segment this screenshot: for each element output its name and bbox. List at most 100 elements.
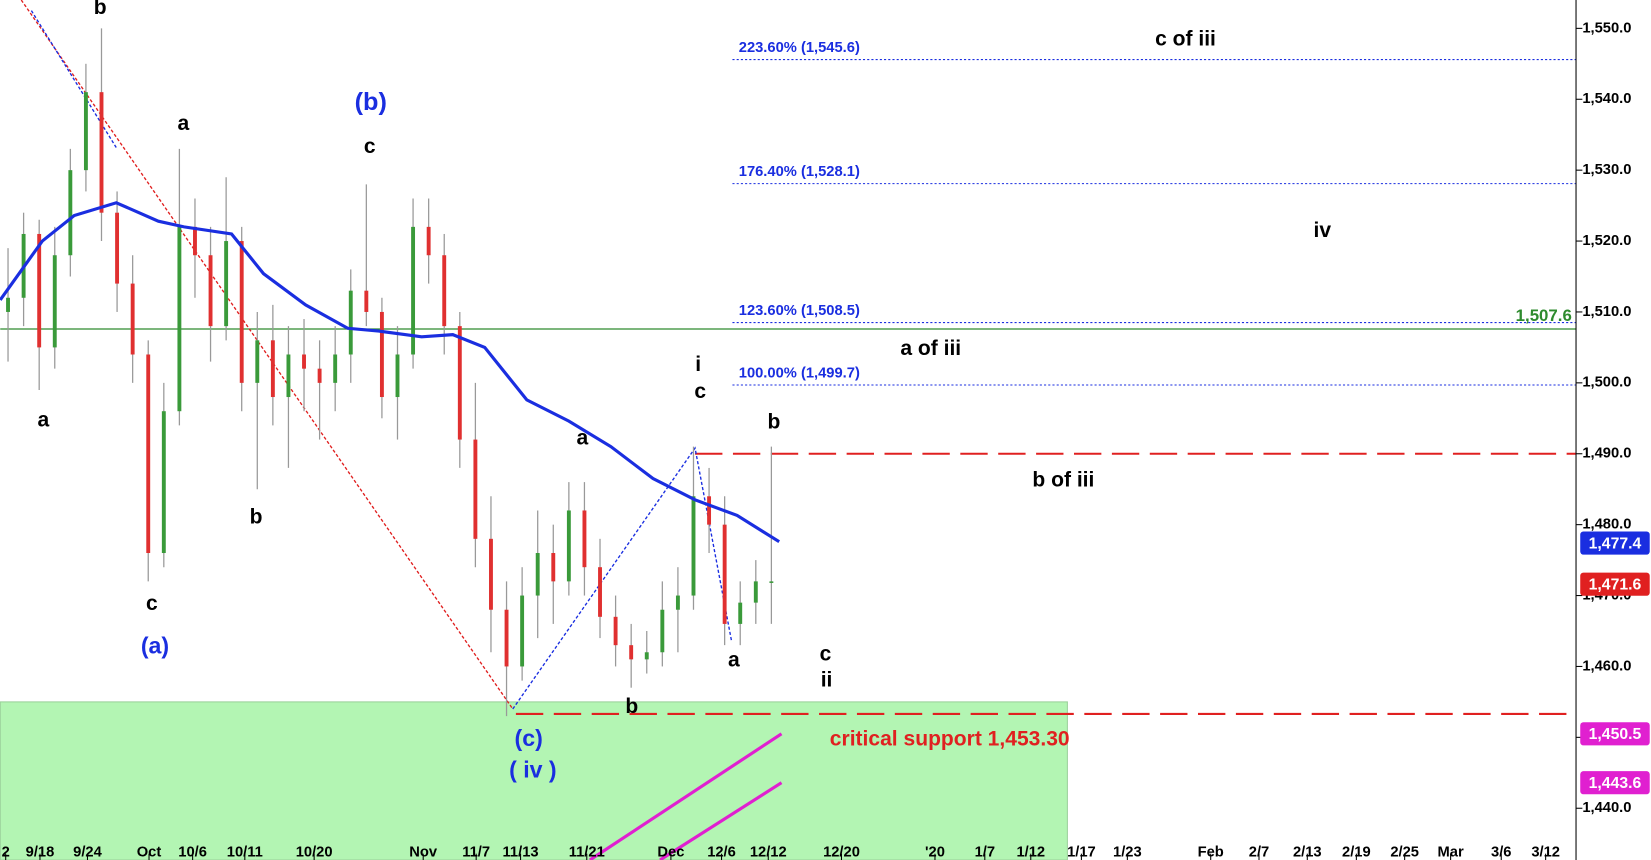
candle-body — [473, 439, 478, 539]
y-tick-label: 1,460.0 — [1582, 658, 1631, 674]
candle-body — [660, 609, 665, 653]
candle-body — [489, 538, 493, 610]
candle-body — [395, 354, 400, 398]
y-tick-label: 1,540.0 — [1582, 91, 1631, 107]
price-tag — [1580, 531, 1650, 555]
annotation: c — [146, 592, 158, 615]
x-tick-label: 3/6 — [1491, 845, 1511, 860]
y-tick-label: 1,500.0 — [1582, 375, 1631, 391]
x-tick-label: 3/12 — [1531, 845, 1560, 860]
x-tick-label: 9/18 — [26, 845, 55, 860]
candle-body — [317, 368, 322, 383]
candle-body — [442, 255, 447, 327]
candle-body — [364, 290, 369, 312]
x-tick-label: Feb — [1198, 845, 1224, 860]
y-tick-label: 1,520.0 — [1582, 233, 1631, 249]
annotation: critical support 1,453.30 — [830, 728, 1070, 751]
price-tag-label: 1,477.4 — [1589, 535, 1642, 552]
candle-body — [255, 340, 260, 383]
x-tick-label: 10/6 — [178, 845, 207, 860]
x-tick-label: 10/11 — [227, 845, 263, 860]
support-zone — [0, 701, 1068, 860]
annotation: (a) — [141, 632, 169, 658]
fib-label: 176.40% (1,528.1) — [739, 164, 860, 180]
candle-body — [37, 233, 42, 348]
candle-body — [83, 92, 88, 171]
candle-body — [68, 170, 73, 256]
moving-average — [0, 201, 781, 544]
y-tick-label: 1,530.0 — [1582, 162, 1631, 178]
candle-body — [582, 510, 587, 568]
candle-body — [629, 645, 634, 660]
candle-body — [613, 616, 618, 646]
candle-body — [691, 496, 696, 596]
x-tick-label: 2/19 — [1342, 845, 1371, 860]
annotation: b — [250, 505, 263, 528]
x-tick-label: Oct — [137, 845, 162, 860]
x-tick-label: 12/20 — [823, 845, 860, 860]
annotation: a — [38, 409, 50, 432]
candle-body — [644, 652, 649, 660]
candle-body — [551, 553, 556, 582]
annotation: a — [728, 649, 740, 672]
x-tick-label: Dec — [657, 845, 684, 860]
x-tick-label: '20 — [925, 845, 945, 860]
candle-body — [115, 212, 120, 284]
candle-body — [302, 354, 306, 369]
annotation: a of iii — [900, 337, 961, 360]
x-tick-label: 11/13 — [503, 845, 539, 860]
channel-line — [589, 732, 783, 860]
candle-body — [426, 226, 431, 256]
y-tick-label: 1,550.0 — [1582, 20, 1631, 36]
annotation: c — [364, 135, 376, 158]
x-tick-label: 11/21 — [569, 845, 605, 860]
fib-label: 123.60% (1,508.5) — [739, 303, 860, 319]
candle-body — [738, 602, 743, 624]
candle-body — [130, 283, 135, 355]
x-tick-label: 12/6 — [707, 845, 736, 860]
candle-body — [504, 609, 509, 667]
candle-body — [566, 510, 571, 582]
x-tick-label: Mar — [1438, 845, 1464, 860]
candle-body — [177, 226, 182, 412]
annotation: ii — [821, 669, 833, 692]
candle-body — [707, 496, 712, 525]
candle-body — [457, 326, 462, 440]
candle-body — [411, 226, 416, 355]
x-tick-label: 2 — [2, 845, 10, 860]
annotation: (c) — [515, 725, 543, 751]
candle-body — [270, 340, 275, 398]
x-tick-label: 2/13 — [1293, 845, 1322, 860]
candle-body — [722, 524, 727, 624]
y-tick-label: 1,510.0 — [1582, 304, 1631, 320]
candle-body — [239, 241, 244, 383]
annotation: ( iv ) — [509, 757, 557, 783]
y-tick-label: 1,440.0 — [1582, 800, 1631, 816]
annotation: c — [820, 642, 832, 665]
candle-body — [379, 311, 384, 398]
x-tick-label: 1/7 — [975, 845, 995, 860]
x-tick-label: 2/7 — [1249, 845, 1269, 860]
annotation: b — [625, 695, 638, 718]
y-tick-label: 1,490.0 — [1582, 446, 1631, 462]
fib-label: 100.00% (1,499.7) — [739, 365, 860, 381]
annotation: c of iii — [1155, 28, 1216, 51]
x-tick-label: 10/20 — [296, 845, 333, 860]
candle-body — [208, 255, 213, 327]
price-tag-label: 1,450.5 — [1589, 726, 1642, 743]
annotation: (b) — [355, 88, 387, 116]
annotation: b — [94, 0, 107, 19]
annotation: i — [695, 353, 701, 376]
annotation: a — [178, 112, 190, 135]
trendline — [30, 10, 118, 150]
x-tick-label: Nov — [409, 845, 438, 860]
price-tag — [1580, 722, 1650, 746]
candle-body — [520, 595, 525, 667]
annotation: c — [694, 380, 706, 403]
annotation: b — [767, 411, 780, 434]
candle-body — [224, 241, 229, 327]
price-tag-label: 1,443.6 — [1589, 775, 1642, 792]
candle-body — [286, 354, 291, 398]
